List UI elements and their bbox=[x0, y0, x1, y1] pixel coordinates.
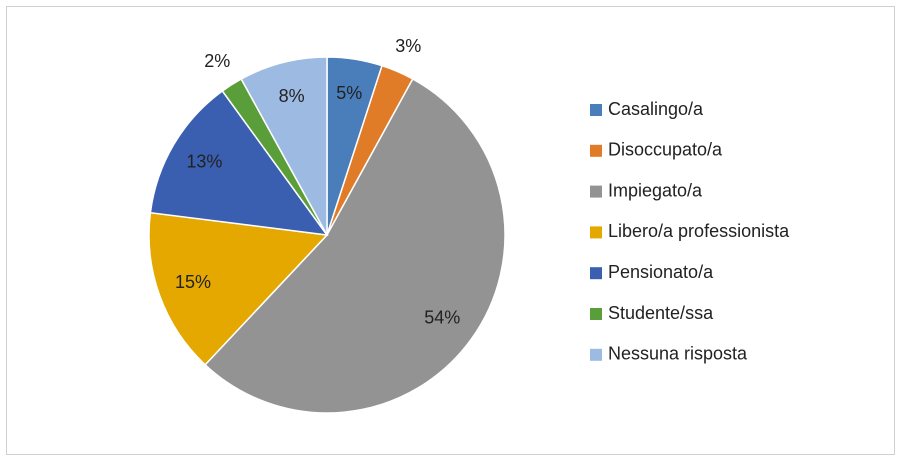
legend-label: Impiegato/a bbox=[608, 180, 703, 200]
legend-label: Nessuna risposta bbox=[608, 344, 748, 364]
data-label: 8% bbox=[279, 86, 305, 106]
data-label: 3% bbox=[395, 36, 421, 56]
pie-slice bbox=[149, 89, 329, 236]
legend-swatch bbox=[590, 267, 602, 280]
pie-slice bbox=[240, 56, 328, 236]
data-label: 5% bbox=[336, 83, 362, 103]
legend-swatch bbox=[590, 185, 602, 198]
legend-label: Libero/a professionista bbox=[608, 221, 790, 241]
legend-swatch bbox=[590, 308, 602, 320]
data-label: 13% bbox=[186, 151, 222, 171]
legend-swatch bbox=[590, 104, 602, 116]
legend-label: Studente/ssa bbox=[608, 303, 714, 323]
legend-swatch bbox=[590, 348, 602, 361]
data-label: 2% bbox=[204, 51, 230, 71]
legend-label: Disoccupato/a bbox=[608, 140, 723, 160]
data-label: 15% bbox=[175, 272, 211, 292]
legend-swatch bbox=[590, 226, 602, 239]
pie-slice bbox=[204, 77, 506, 414]
pie-slice bbox=[148, 211, 329, 366]
data-label: 54% bbox=[424, 307, 460, 327]
legend-label: Casalingo/a bbox=[608, 99, 704, 119]
legend-label: Pensionato/a bbox=[608, 262, 714, 282]
legend-swatch bbox=[590, 144, 602, 157]
